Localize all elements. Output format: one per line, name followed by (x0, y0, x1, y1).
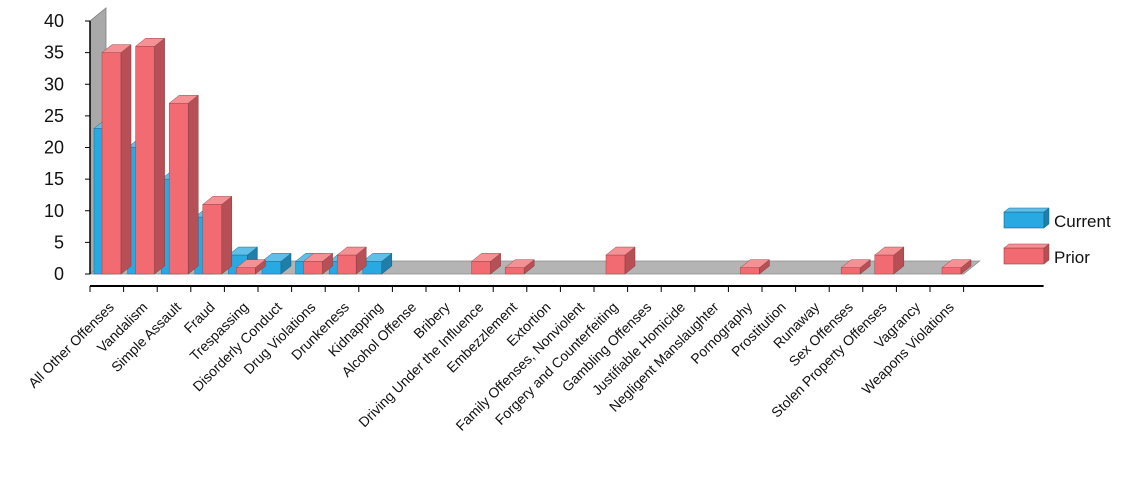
bar-current-8 (362, 252, 393, 275)
bar-front-face (605, 254, 626, 275)
bar-prior-1 (134, 37, 166, 275)
bar-prior-15 (605, 246, 636, 275)
bar-top-face (336, 246, 367, 256)
y-tick-label: 15 (44, 169, 64, 189)
bar-prior-2 (168, 94, 199, 275)
bar-top-face (470, 253, 502, 262)
bar-top-face (605, 246, 636, 256)
bar-prior-7 (336, 246, 367, 275)
bar-front-face (504, 267, 525, 275)
legend-swatch-side (1043, 207, 1050, 229)
bar-front-face (840, 267, 861, 275)
bar-prior-11 (470, 252, 502, 275)
legend-label: Prior (1054, 248, 1090, 267)
bar-top-face (302, 253, 334, 262)
bar-side-face (120, 44, 132, 275)
bar-prior-23 (874, 246, 905, 275)
y-tick-label: 30 (44, 74, 64, 94)
bar-side-face (187, 94, 199, 275)
bar-top-face (235, 259, 267, 268)
bar-front-face (168, 102, 189, 275)
y-tick-label: 25 (44, 106, 64, 126)
bar-prior-22 (840, 259, 871, 275)
bar-top-face (739, 259, 771, 268)
legend-entry-prior: Prior (1003, 243, 1090, 267)
bar-prior-3 (202, 195, 233, 275)
legend-swatch-side (1043, 243, 1050, 265)
bar-top-face (202, 196, 233, 205)
bar-front-face (101, 52, 122, 275)
y-tick-label: 0 (54, 264, 64, 284)
y-tick-label: 20 (44, 138, 64, 158)
bar-top-face (134, 38, 166, 47)
legend-swatch-top (1003, 243, 1050, 249)
bar-front-face (336, 254, 357, 275)
bar-prior-12 (504, 259, 535, 275)
bar-top-face (101, 44, 132, 53)
bar-side-face (221, 195, 233, 275)
bar-front-face (941, 267, 962, 275)
y-tick-label: 35 (44, 43, 64, 63)
bar-prior-4 (235, 259, 267, 275)
legend-label: Current (1054, 212, 1111, 231)
bar-prior-6 (302, 252, 334, 275)
y-tick-label: 40 (44, 11, 64, 31)
bar-front-face (236, 267, 256, 275)
bar-top-face (874, 246, 905, 256)
y-tick-label: 10 (44, 201, 64, 221)
bar-front-face (471, 261, 491, 275)
bar-top-face (261, 253, 292, 262)
bar-front-face (874, 254, 895, 275)
bar-front-face (135, 46, 155, 275)
bar-front-face (740, 267, 760, 275)
bar-prior-0 (101, 44, 132, 275)
y-tick-label: 5 (54, 232, 64, 252)
legend-swatch-top (1003, 207, 1050, 213)
bar-top-face (168, 94, 199, 104)
bar-top-face (362, 253, 393, 262)
bar-top-face (941, 259, 972, 268)
legend-swatch (1003, 247, 1045, 265)
bar-prior-25 (941, 259, 972, 275)
bar-top-face (227, 246, 259, 256)
bar-top-face (504, 259, 535, 268)
bar-prior-19 (739, 259, 771, 275)
bar-top-face (840, 259, 871, 268)
bar-side-face (154, 37, 165, 275)
bar-front-face (202, 204, 223, 275)
legend-entry-current: Current (1003, 207, 1111, 231)
legend-swatch (1003, 211, 1045, 229)
bar-front-face (303, 261, 323, 275)
